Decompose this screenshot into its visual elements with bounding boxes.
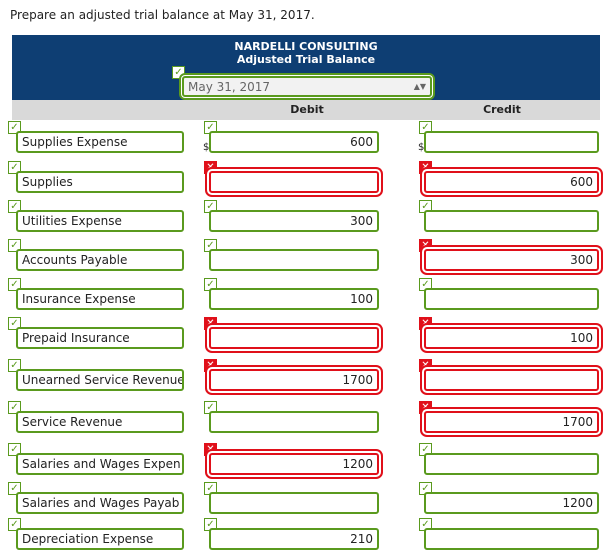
company: NARDELLI CONSULTING — [234, 40, 378, 53]
account-input[interactable]: Unearned Service Revenue — [16, 369, 184, 391]
debit-input[interactable] — [209, 327, 379, 349]
debit-input[interactable] — [209, 411, 379, 433]
credit-input[interactable] — [424, 369, 599, 391]
account-input[interactable]: Prepaid Insurance — [16, 327, 184, 349]
date: May 31, 2017 — [188, 80, 271, 94]
debit-input[interactable] — [209, 492, 379, 514]
credit-input[interactable] — [424, 131, 599, 153]
debit-header: Debit — [290, 103, 324, 116]
debit-input[interactable]: 210 — [209, 528, 379, 550]
account-input[interactable]: Depreciation Expense — [16, 528, 184, 550]
credit-input[interactable]: 600 — [424, 171, 599, 193]
debit-status: ✓ — [204, 482, 217, 495]
credit-header: Credit — [483, 103, 521, 116]
credit-input[interactable] — [424, 453, 599, 475]
account-status: ✓ — [8, 317, 21, 330]
credit-status: ✕ — [419, 239, 432, 252]
account-input[interactable]: Salaries and Wages Expen — [16, 453, 184, 475]
account-input[interactable]: Supplies Expense — [16, 131, 184, 153]
account-status: ✓ — [8, 278, 21, 291]
column-header: Debit Credit — [12, 100, 600, 120]
date-select[interactable]: May 31, 2017 ▲▼ — [182, 76, 432, 97]
debit-input[interactable]: 100 — [209, 288, 379, 310]
account-input[interactable]: Insurance Expense — [16, 288, 184, 310]
account-status: ✓ — [8, 161, 21, 174]
credit-input[interactable]: 1700 — [424, 411, 599, 433]
credit-input[interactable] — [424, 210, 599, 232]
account-input[interactable]: Service Revenue — [16, 411, 184, 433]
instruction: Prepare an adjusted trial balance at May… — [10, 8, 315, 22]
account-status: ✓ — [8, 518, 21, 531]
debit-input[interactable]: 300 — [209, 210, 379, 232]
account-status: ✓ — [8, 359, 21, 372]
debit-input[interactable]: 1700 — [209, 369, 379, 391]
credit-input[interactable]: 300 — [424, 249, 599, 271]
debit-input[interactable] — [209, 249, 379, 271]
debit-input[interactable]: 600 — [209, 131, 379, 153]
credit-status: ✕ — [419, 359, 432, 372]
debit-input[interactable] — [209, 171, 379, 193]
debit-status: ✓ — [204, 518, 217, 531]
credit-input[interactable] — [424, 288, 599, 310]
credit-input[interactable]: 1200 — [424, 492, 599, 514]
debit-status: ✓ — [204, 401, 217, 414]
currency: $ — [418, 142, 425, 153]
statement-title: Adjusted Trial Balance — [236, 53, 376, 66]
credit-status: ✓ — [419, 443, 432, 456]
account-status: ✓ — [8, 443, 21, 456]
account-input[interactable]: Salaries and Wages Payab — [16, 492, 184, 514]
account-status: ✓ — [8, 482, 21, 495]
credit-input[interactable]: 100 — [424, 327, 599, 349]
account-input[interactable]: Supplies — [16, 171, 184, 193]
currency: $ — [203, 142, 210, 153]
credit-input[interactable] — [424, 528, 599, 550]
account-status: ✓ — [8, 121, 21, 134]
debit-input[interactable]: 1200 — [209, 453, 379, 475]
account-input[interactable]: Accounts Payable — [16, 249, 184, 271]
account-status: ✓ — [8, 200, 21, 213]
account-input[interactable]: Utilities Expense — [16, 210, 184, 232]
account-status: ✓ — [8, 239, 21, 252]
account-status: ✓ — [8, 401, 21, 414]
date-status: ✓ — [172, 66, 185, 79]
